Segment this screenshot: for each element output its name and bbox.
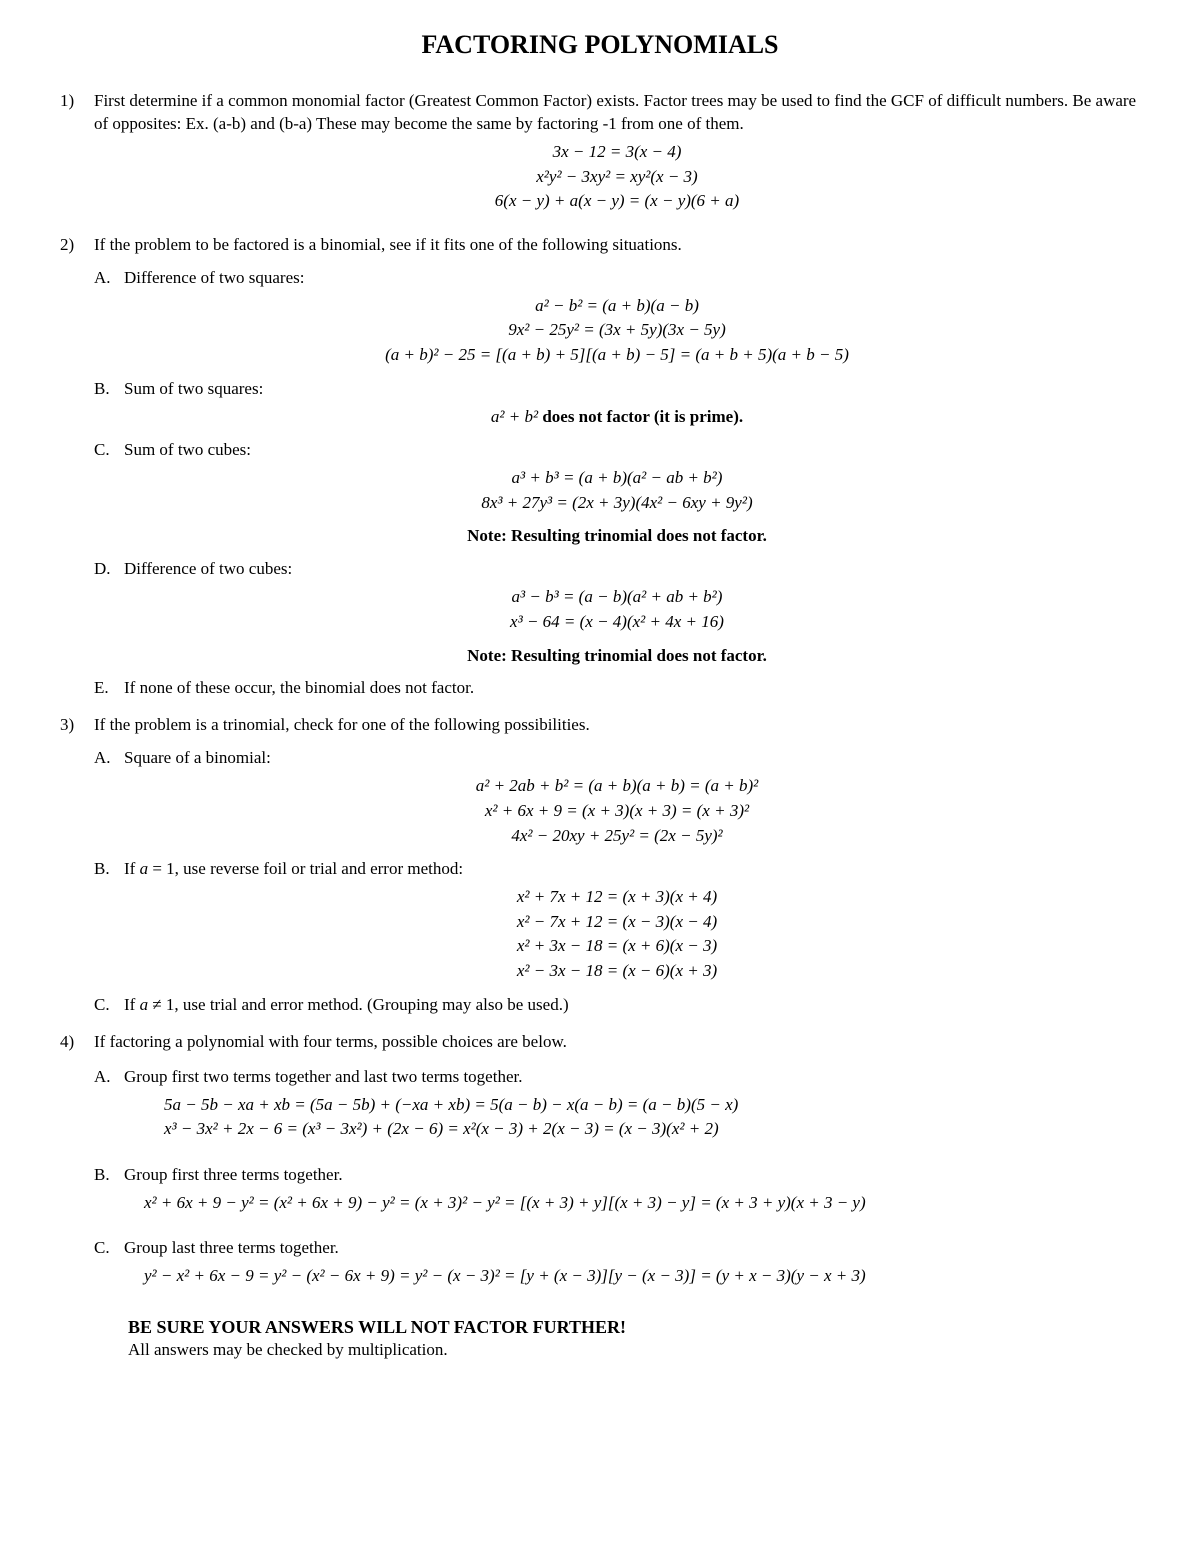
sub-body: If a ≠ 1, use trial and error method. (G… [124,994,1140,1017]
eq: x²y² − 3xy² = xy²(x − 3) [94,165,1140,190]
eq: (a + b)² − 25 = [(a + b) + 5][(a + b) − … [94,343,1140,368]
step-1-equations: 3x − 12 = 3(x − 4) x²y² − 3xy² = xy²(x −… [94,140,1140,214]
eq: 5a − 5b − xa + xb = (5a − 5b) + (−xa + x… [164,1093,1140,1118]
sub-label: B. [94,858,124,881]
numbered-list: 1) First determine if a common monomial … [60,90,1140,1362]
sub-body: Sum of two squares: [124,378,1140,401]
step-3-sublist: A. Square of a binomial: a² + 2ab + b² =… [94,747,1140,1016]
sub-body: Group first three terms together. x² + 6… [124,1164,1140,1226]
step-4b: B. Group first three terms together. x² … [94,1164,1140,1226]
closing: BE SURE YOUR ANSWERS WILL NOT FACTOR FUR… [128,1315,1140,1362]
step-2b-equations: a² + b² does not factor (it is prime). [94,405,1140,430]
eq: 6(x − y) + a(x − y) = (x − y)(6 + a) [94,189,1140,214]
document-page: FACTORING POLYNOMIALS 1) First determine… [0,0,1200,1402]
step-2b: B. Sum of two squares: [94,378,1140,401]
step-2-sublist: A. Difference of two squares: a² − b² = … [94,267,1140,701]
step-1-text: First determine if a common monomial fac… [94,91,1136,133]
step-4b-equations: x² + 6x + 9 − y² = (x² + 6x + 9) − y² = … [144,1191,1140,1216]
sub-label: C. [94,1237,124,1299]
step-4c-equations: y² − x² + 6x − 9 = y² − (x² − 6x + 9) = … [144,1264,1140,1289]
eq: a² + b² does not factor (it is prime). [94,405,1140,430]
eq: x² − 7x + 12 = (x − 3)(x − 4) [94,910,1140,935]
sub-body: Sum of two cubes: [124,439,1140,462]
step-2: 2) If the problem to be factored is a bi… [60,234,1140,257]
sub-body: If none of these occur, the binomial doe… [124,677,1140,700]
eq: 8x³ + 27y³ = (2x + 3y)(4x² − 6xy + 9y²) [94,491,1140,516]
closing-bold: BE SURE YOUR ANSWERS WILL NOT FACTOR FUR… [128,1315,1140,1339]
step-3-number: 3) [60,714,94,737]
step-4c: C. Group last three terms together. y² −… [94,1237,1140,1299]
step-3b: B. If a = 1, use reverse foil or trial a… [94,858,1140,881]
sub-body: If a = 1, use reverse foil or trial and … [124,858,1140,881]
step-4a-equations: 5a − 5b − xa + xb = (5a − 5b) + (−xa + x… [164,1093,1140,1142]
step-2c-equations: a³ + b³ = (a + b)(a² − ab + b²) 8x³ + 27… [94,466,1140,515]
step-3a: A. Square of a binomial: [94,747,1140,770]
sub-body: Group first two terms together and last … [124,1066,1140,1152]
eq: 3x − 12 = 3(x − 4) [94,140,1140,165]
step-4-body: If factoring a polynomial with four term… [94,1031,1140,1054]
step-3b-equations: x² + 7x + 12 = (x + 3)(x + 4) x² − 7x + … [94,885,1140,984]
step-1-number: 1) [60,90,94,224]
step-1-body: First determine if a common monomial fac… [94,90,1140,224]
eq: a² + 2ab + b² = (a + b)(a + b) = (a + b)… [94,774,1140,799]
step-2a-equations: a² − b² = (a + b)(a − b) 9x² − 25y² = (3… [94,294,1140,368]
sub-label: D. [94,558,124,581]
eq: a² − b² = (a + b)(a − b) [94,294,1140,319]
step-2a: A. Difference of two squares: [94,267,1140,290]
eq: x² + 6x + 9 = (x + 3)(x + 3) = (x + 3)² [94,799,1140,824]
eq: x² + 3x − 18 = (x + 6)(x − 3) [94,934,1140,959]
step-4: 4) If factoring a polynomial with four t… [60,1031,1140,1054]
step-2c: C. Sum of two cubes: [94,439,1140,462]
sub-label: E. [94,677,124,700]
eq: x² + 7x + 12 = (x + 3)(x + 4) [94,885,1140,910]
step-2c-note: Note: Resulting trinomial does not facto… [94,525,1140,548]
step-2e: E. If none of these occur, the binomial … [94,677,1140,700]
step-4a-text: Group first two terms together and last … [124,1067,522,1086]
sub-label: A. [94,747,124,770]
step-2-number: 2) [60,234,94,257]
sub-label: C. [94,439,124,462]
step-2d-note: Note: Resulting trinomial does not facto… [94,645,1140,668]
page-title: FACTORING POLYNOMIALS [60,30,1140,60]
eq: 9x² − 25y² = (3x + 5y)(3x − 5y) [94,318,1140,343]
step-4c-text: Group last three terms together. [124,1238,339,1257]
step-4-text: If factoring a polynomial with four term… [94,1032,567,1051]
step-3: 3) If the problem is a trinomial, check … [60,714,1140,737]
step-3-body: If the problem is a trinomial, check for… [94,714,1140,737]
eq: a³ − b³ = (a − b)(a² + ab + b²) [94,585,1140,610]
step-3a-equations: a² + 2ab + b² = (a + b)(a + b) = (a + b)… [94,774,1140,848]
eq: x³ − 3x² + 2x − 6 = (x³ − 3x²) + (2x − 6… [164,1117,1140,1142]
eq: x² + 6x + 9 − y² = (x² + 6x + 9) − y² = … [144,1191,1140,1216]
step-4a: A. Group first two terms together and la… [94,1066,1140,1152]
step-2-body: If the problem to be factored is a binom… [94,234,1140,257]
eq: x² − 3x − 18 = (x − 6)(x + 3) [94,959,1140,984]
sub-body: Difference of two squares: [124,267,1140,290]
step-2d: D. Difference of two cubes: [94,558,1140,581]
step-2d-equations: a³ − b³ = (a − b)(a² + ab + b²) x³ − 64 … [94,585,1140,634]
step-4-sublist: A. Group first two terms together and la… [94,1066,1140,1299]
eq: a³ + b³ = (a + b)(a² − ab + b²) [94,466,1140,491]
closing-text: All answers may be checked by multiplica… [128,1339,1140,1362]
sub-label: A. [94,267,124,290]
sub-label: B. [94,1164,124,1226]
eq: x³ − 64 = (x − 4)(x² + 4x + 16) [94,610,1140,635]
step-4b-text: Group first three terms together. [124,1165,343,1184]
eq: y² − x² + 6x − 9 = y² − (x² − 6x + 9) = … [144,1264,1140,1289]
step-2-text: If the problem to be factored is a binom… [94,235,682,254]
sub-label: B. [94,378,124,401]
sub-label: C. [94,994,124,1017]
sub-body: Square of a binomial: [124,747,1140,770]
sub-body: Group last three terms together. y² − x²… [124,1237,1140,1299]
sub-label: A. [94,1066,124,1152]
sub-body: Difference of two cubes: [124,558,1140,581]
step-3c: C. If a ≠ 1, use trial and error method.… [94,994,1140,1017]
step-4-number: 4) [60,1031,94,1054]
step-1: 1) First determine if a common monomial … [60,90,1140,224]
step-3-text: If the problem is a trinomial, check for… [94,715,590,734]
eq: 4x² − 20xy + 25y² = (2x − 5y)² [94,824,1140,849]
